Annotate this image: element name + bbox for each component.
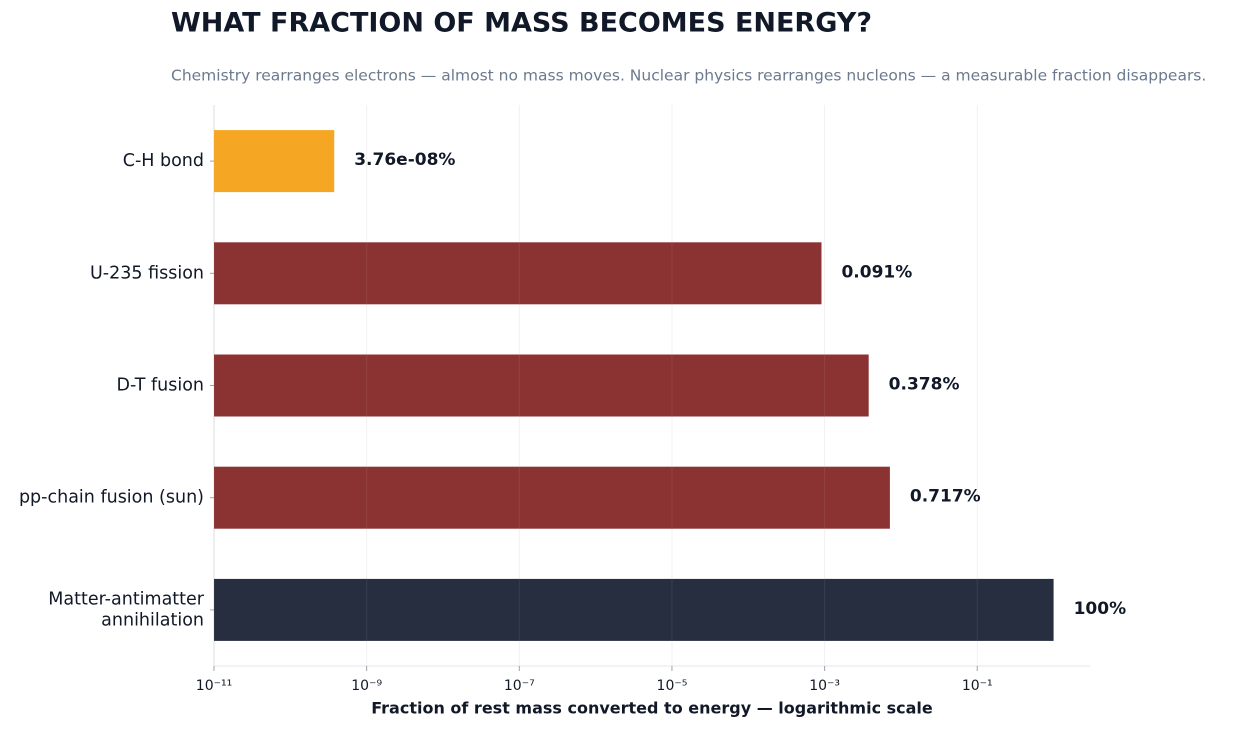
bar [214,354,869,417]
y-tick-label-line: Matter-antimatter [48,589,205,609]
bar [214,130,335,193]
bar [214,242,822,305]
bar [214,466,890,529]
x-tick-label: 10⁻⁹ [351,678,382,694]
bar [214,578,1054,641]
x-tick-label: 10⁻³ [809,678,840,694]
x-tick-label: 10⁻¹ [962,678,993,694]
value-label: 0.091% [841,262,912,282]
value-label: 100% [1074,599,1127,619]
y-tick-label: pp-chain fusion (sun) [19,488,204,508]
y-tick-label: U-235 fission [90,263,204,283]
value-label: 0.378% [889,375,960,395]
y-tick-label: D-T fusion [117,376,204,396]
y-tick-label: Matter-antimatter annihilation [48,589,205,630]
y-tick-label-line: annihilation [101,610,204,630]
x-tick-label: 10⁻⁷ [504,678,535,694]
x-tick-label: 10⁻⁵ [657,678,688,694]
chart-title: WHAT FRACTION OF MASS BECOMES ENERGY? [171,8,872,39]
y-tick-label: C-H bond [123,151,204,171]
x-tick-label: 10⁻¹¹ [196,678,232,694]
x-axis-label: Fraction of rest mass converted to energ… [371,699,933,718]
value-label: 3.76e-08% [354,150,455,170]
value-label: 0.717% [910,487,981,507]
chart-subtitle: Chemistry rearranges electrons — almost … [171,67,1206,85]
